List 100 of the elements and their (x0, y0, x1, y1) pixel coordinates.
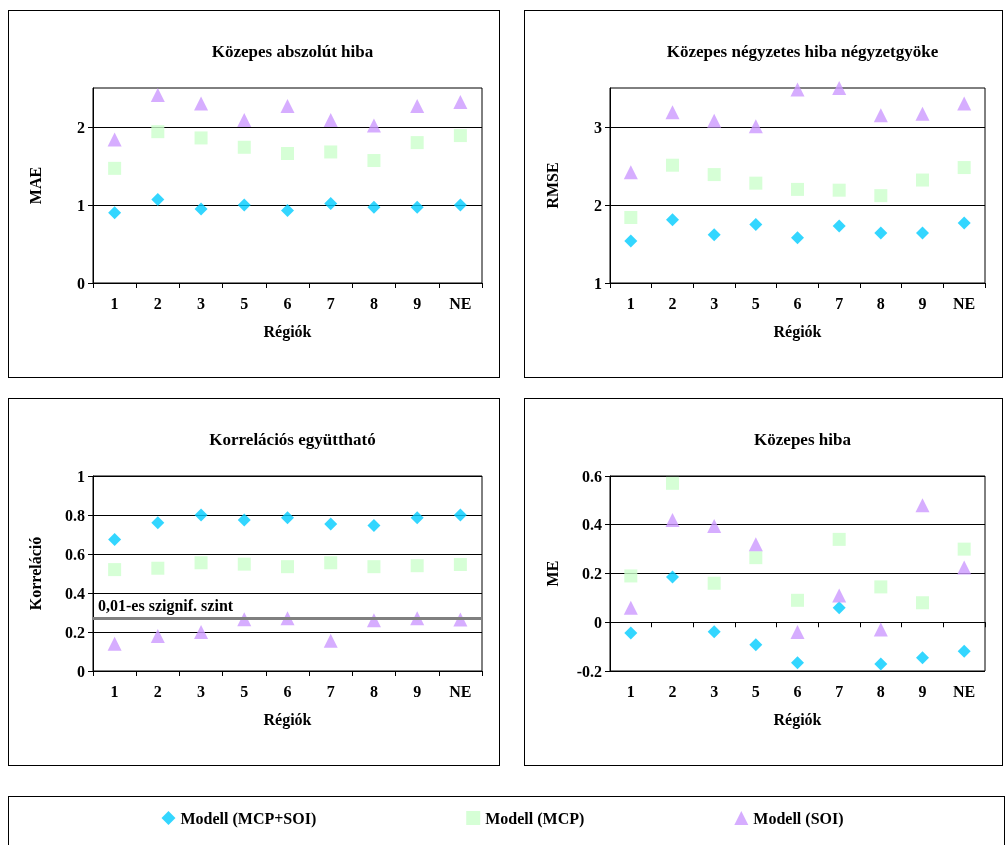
chart-title: Közepes hiba (754, 430, 852, 449)
y-tick-label: 0.2 (582, 565, 602, 582)
point (874, 226, 888, 240)
point (790, 82, 805, 97)
x-tick-label: 5 (240, 682, 249, 700)
point (749, 218, 763, 231)
point (410, 559, 424, 573)
point (832, 81, 847, 95)
y-tick-label: 0.6 (582, 467, 602, 485)
point (957, 96, 972, 111)
point (791, 182, 804, 196)
point (832, 183, 846, 197)
point (453, 508, 467, 522)
point (150, 88, 165, 103)
point (707, 228, 721, 242)
point (237, 112, 252, 127)
y-tick-label: 2 (594, 196, 602, 214)
point (108, 533, 122, 547)
point (916, 596, 929, 610)
point (324, 517, 338, 531)
x-tick-label: NE (449, 682, 472, 700)
x-axis-title: Régiók (263, 322, 312, 341)
point (108, 206, 122, 220)
point (748, 119, 763, 134)
point (874, 580, 888, 594)
point (453, 558, 467, 572)
point (957, 560, 972, 575)
x-tick-label: 6 (793, 294, 802, 312)
point (324, 145, 338, 159)
point (832, 219, 846, 233)
y-tick-label: 0.4 (582, 516, 602, 534)
point (410, 511, 424, 525)
y-tick-label: 0.2 (65, 623, 85, 641)
point (707, 518, 722, 533)
x-tick-label: 2 (668, 294, 677, 312)
point (791, 231, 804, 245)
point (916, 651, 929, 665)
point (410, 98, 425, 113)
point (707, 113, 722, 128)
x-tick-label: 8 (369, 294, 378, 312)
x-tick-label: 5 (751, 294, 760, 312)
point (237, 513, 251, 527)
legend-label: Modell (MCP+SOI) (180, 809, 317, 828)
point (323, 112, 338, 127)
x-tick-label: 3 (710, 682, 719, 700)
chart-title: Közepes négyzetes hiba négyzetgyöke (666, 42, 939, 61)
point (453, 95, 468, 110)
x-axis-title: Régiók (773, 322, 822, 341)
point (108, 563, 122, 577)
y-axis-title: Korreláció (26, 536, 44, 611)
point (666, 158, 679, 172)
x-axis-title: Régiók (263, 710, 312, 729)
x-tick-label: 2 (668, 682, 677, 700)
x-tick-label: 5 (240, 294, 249, 312)
point (324, 196, 338, 210)
point (453, 129, 467, 143)
y-axis-title: ME (543, 560, 561, 587)
x-tick-label: 7 (835, 682, 844, 700)
point (666, 570, 679, 584)
point (665, 512, 680, 527)
point (832, 601, 846, 615)
point (916, 173, 929, 187)
point (280, 98, 295, 113)
point (281, 203, 294, 217)
point (367, 200, 381, 214)
point (624, 569, 638, 583)
x-tick-label: 1 (110, 294, 119, 312)
point (281, 560, 294, 574)
point (194, 202, 208, 216)
y-tick-label: 0.8 (65, 506, 85, 524)
y-axis-title: MAE (26, 166, 44, 205)
point (749, 638, 763, 652)
y-tick-label: 0 (594, 613, 602, 631)
point (623, 165, 638, 180)
x-tick-label: 1 (626, 682, 635, 700)
x-tick-label: 7 (326, 294, 335, 312)
x-tick-label: 7 (835, 294, 844, 312)
point (367, 154, 381, 168)
chart-title: Korrelációs együttható (209, 430, 376, 449)
point (957, 161, 971, 175)
point (624, 234, 638, 248)
y-tick-label: 0 (77, 274, 85, 292)
point (324, 556, 338, 570)
point (915, 106, 930, 121)
x-tick-label: 8 (369, 682, 378, 700)
x-tick-label: 1 (626, 294, 635, 312)
x-tick-label: 9 (413, 682, 422, 700)
point (453, 198, 467, 212)
y-tick-label: 3 (594, 118, 602, 136)
point (832, 588, 847, 603)
point (707, 576, 721, 590)
y-tick-label: 1 (77, 467, 85, 485)
y-tick-label: 1 (77, 196, 85, 214)
x-tick-label: 9 (413, 294, 422, 312)
x-tick-label: 8 (876, 682, 885, 700)
legend-label: Modell (SOI) (753, 809, 844, 828)
point (707, 625, 721, 639)
x-tick-label: 3 (710, 294, 719, 312)
point (832, 532, 846, 546)
point (107, 132, 122, 147)
